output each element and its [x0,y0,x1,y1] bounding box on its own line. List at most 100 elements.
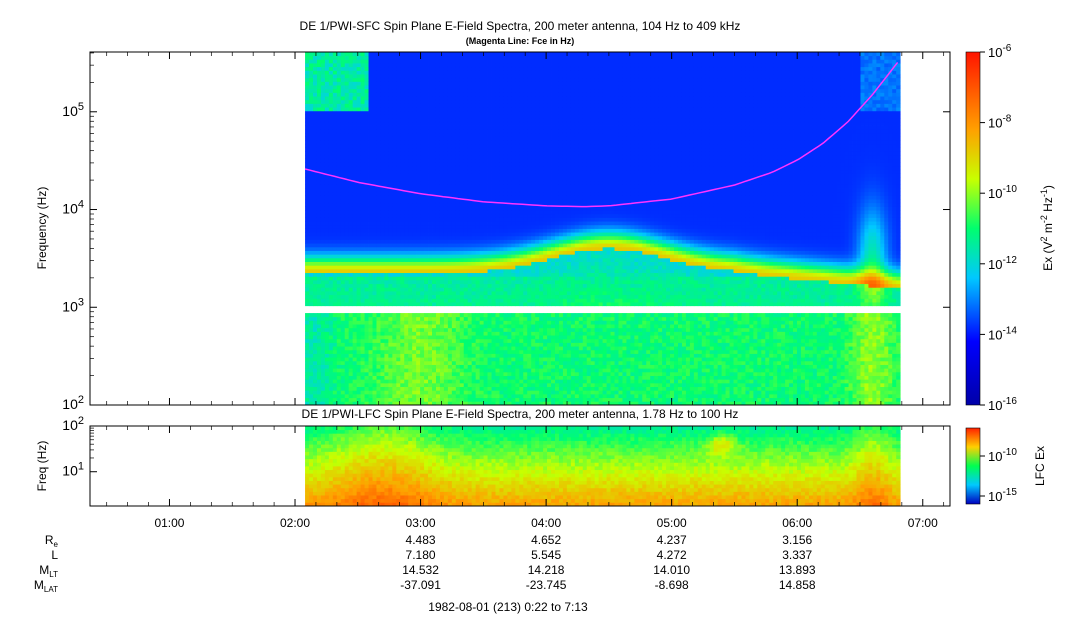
sfc-spectrogram-cell [507,125,512,130]
sfc-spectrogram-cell [416,272,421,277]
sfc-spectrogram-cell [376,107,381,112]
sfc-spectrogram-cell [412,158,417,163]
sfc-spectrogram-cell [455,177,461,182]
sfc-spectrogram-cell [495,254,500,259]
sfc-spectrogram-cell [336,349,342,354]
sfc-spectrogram-cell [309,268,314,274]
sfc-spectrogram-cell [372,107,377,112]
sfc-spectrogram-cell [483,261,488,266]
sfc-spectrogram-cell [491,96,496,101]
sfc-spectrogram-cell [439,331,445,336]
sfc-spectrogram-cell [396,59,401,64]
sfc-spectrogram-cell [412,320,417,325]
sfc-spectrogram-cell [392,52,397,57]
sfc-spectrogram-cell [467,250,473,255]
sfc-spectrogram-cell [356,125,362,130]
sfc-spectrogram-cell [376,217,381,222]
sfc-spectrogram-cell [416,357,421,362]
sfc-spectrogram-cell [412,210,417,215]
sfc-spectrogram-cell [467,63,473,68]
sfc-spectrogram-cell [309,85,314,90]
sfc-spectrogram-cell [435,202,441,207]
sfc-spectrogram-cell [305,243,310,248]
sfc-spectrogram-cell [340,276,346,281]
sfc-spectrogram-cell [348,254,354,259]
sfc-spectrogram-cell [503,320,508,325]
sfc-spectrogram-cell [511,66,516,71]
sfc-spectrogram-cell [364,158,369,163]
sfc-spectrogram-cell [412,283,417,288]
sfc-spectrogram-cell [340,324,346,329]
sfc-spectrogram-cell [467,368,473,373]
sfc-spectrogram-cell [396,107,401,112]
sfc-spectrogram-cell [316,246,322,251]
sfc-spectrogram-cell [348,162,354,167]
sfc-spectrogram-cell [356,151,362,156]
sfc-spectrogram-cell [320,246,326,251]
sfc-spectrogram-cell [507,401,512,406]
sfc-spectrogram-cell [324,291,330,296]
sfc-spectrogram-cell [499,77,504,82]
sfc-spectrogram-cell [416,96,421,101]
sfc-spectrogram-cell [420,283,425,288]
sfc-spectrogram-cell [316,213,322,218]
sfc-spectrogram-cell [360,228,365,233]
sfc-spectrogram-cell [451,254,457,259]
sfc-spectrogram-cell [309,96,314,101]
sfc-spectrogram-cell [309,228,314,233]
sfc-spectrogram-cell [428,279,433,285]
sfc-spectrogram-cell [487,287,492,292]
sfc-spectrogram-cell [499,386,504,391]
sfc-spectrogram-cell [313,52,318,57]
sfc-spectrogram-cell [396,279,401,285]
sfc-spectrogram-cell [313,338,318,343]
sfc-spectrogram-cell [471,162,477,167]
sfc-spectrogram-cell [487,99,492,104]
sfc-spectrogram-cell [487,346,492,351]
sfc-spectrogram-cell [455,257,461,262]
sfc-spectrogram-cell [392,199,397,204]
sfc-spectrogram-cell [495,52,500,57]
sfc-spectrogram-cell [467,81,473,86]
sfc-spectrogram-cell [443,151,449,156]
sfc-spectrogram-cell [316,147,322,152]
sfc-spectrogram-cell [447,239,453,244]
sfc-spectrogram-cell [364,397,369,402]
sfc-spectrogram-cell [368,74,373,79]
sfc-spectrogram-cell [451,287,457,292]
sfc-spectrogram-cell [316,371,322,376]
sfc-spectrogram-cell [495,55,500,60]
sfc-spectrogram-cell [316,169,322,174]
sfc-spectrogram-cell [404,206,409,211]
sfc-spectrogram-cell [447,232,453,237]
sfc-spectrogram-cell [455,55,461,60]
sfc-spectrogram-cell [420,188,425,193]
sfc-spectrogram-cell [487,254,492,259]
sfc-spectrogram-cell [324,59,330,64]
sfc-spectrogram-cell [336,96,342,101]
sfc-spectrogram-cell [348,268,354,274]
sfc-spectrogram-cell [439,63,445,68]
sfc-spectrogram-cell [396,265,401,270]
sfc-spectrogram-cell [380,257,385,262]
sfc-spectrogram-cell [487,382,492,388]
sfc-spectrogram-cell [491,357,496,362]
sfc-spectrogram-cell [356,349,362,354]
sfc-spectrogram-cell [495,272,500,277]
sfc-spectrogram-cell [344,313,350,318]
sfc-spectrogram-cell [499,199,504,204]
sfc-spectrogram-cell [439,379,445,384]
sfc-spectrogram-cell [432,210,437,215]
sfc-spectrogram-cell [495,393,500,399]
sfc-spectrogram-cell [479,368,484,373]
sfc-spectrogram-cell [435,177,441,182]
sfc-spectrogram-cell [491,188,496,193]
sfc-spectrogram-cell [495,92,500,97]
sfc-spectrogram-cell [305,335,310,340]
sfc-spectrogram-cell [313,250,318,255]
sfc-spectrogram-cell [316,114,322,119]
sfc-spectrogram-cell [388,195,393,200]
sfc-spectrogram-cell [467,143,473,149]
sfc-spectrogram-cell [324,92,330,97]
sfc-spectrogram-cell [439,375,445,380]
